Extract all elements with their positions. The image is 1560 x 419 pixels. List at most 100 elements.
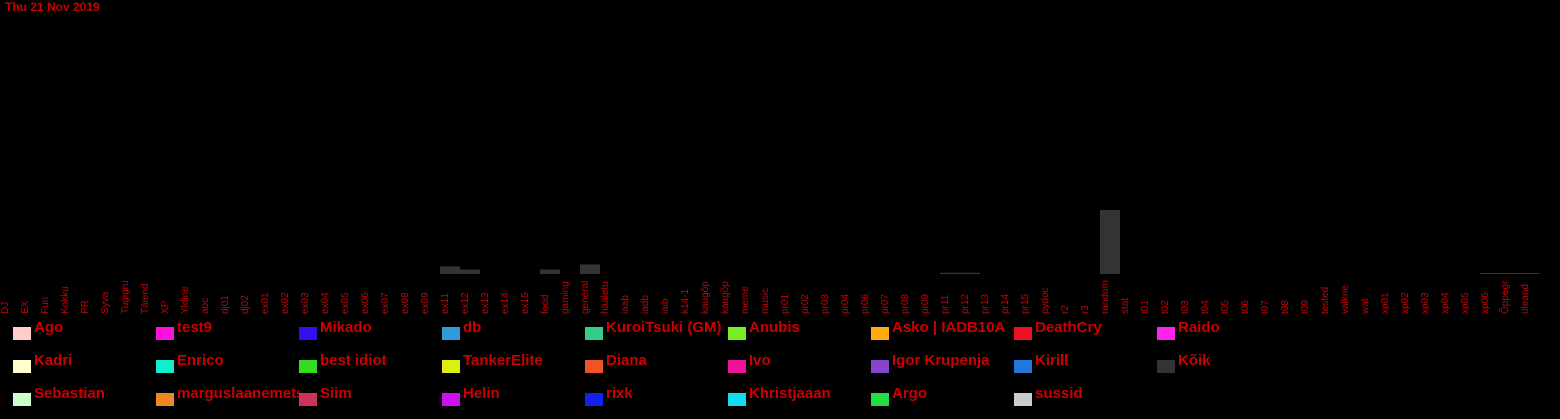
category-label: pydoc: [1040, 287, 1051, 314]
category-label: gaming: [560, 281, 571, 314]
legend-label: Kõik: [1178, 352, 1211, 369]
category-label: xp03: [1420, 292, 1431, 314]
legend-item: Kirill: [1014, 349, 1157, 373]
bar-76: [1520, 273, 1540, 274]
category-label: Syva: [100, 291, 111, 314]
bar-29: [580, 264, 600, 274]
legend-label: TankerElite: [463, 352, 543, 369]
legend-item: TankerElite: [442, 349, 585, 373]
category-label: food: [540, 295, 551, 314]
legend-label: Diana: [606, 352, 647, 369]
category-label: pr02: [800, 294, 811, 314]
legend-swatch: [442, 393, 460, 406]
category-label: valkne: [1340, 285, 1351, 314]
category-label: XP: [160, 300, 171, 314]
category-label: r2: [1060, 305, 1071, 314]
legend-swatch: [156, 393, 174, 406]
legend-label: marguslaanemets: [177, 385, 299, 402]
legend-swatch: [13, 360, 31, 373]
legend-label: Mikado: [320, 319, 372, 336]
category-label: ex07: [380, 292, 391, 314]
legend-label: Kadri: [34, 352, 73, 369]
legend-item: Enrico: [156, 349, 299, 373]
category-label: xp05: [1460, 292, 1471, 314]
legend-label: Siim: [320, 385, 352, 402]
legend-item: Mikado: [299, 316, 442, 340]
category-label: xp02: [1400, 292, 1411, 314]
legend-item: Khristjaaan: [728, 382, 871, 406]
category-label: aoc: [200, 298, 211, 314]
category-label: iadb: [640, 295, 651, 314]
category-label: xp06: [1480, 292, 1491, 314]
legend-item: Asko | IADB10A: [871, 316, 1014, 340]
category-label: wat: [1360, 298, 1371, 315]
category-label: iaib: [660, 298, 671, 314]
legend-label: Helin: [463, 385, 500, 402]
legend-swatch: [1014, 360, 1032, 373]
legend-swatch: [156, 327, 174, 340]
legend-item: Diana: [585, 349, 728, 373]
legend-swatch: [728, 360, 746, 373]
category-label: dj01: [220, 295, 231, 314]
category-label: pr08: [900, 294, 911, 314]
category-label: ex08: [400, 292, 411, 314]
category-label: kaugõp: [720, 281, 731, 314]
bar-23: [460, 269, 480, 274]
category-label: ex02: [280, 292, 291, 314]
category-label: pr07: [880, 294, 891, 314]
legend-item: best idiot: [299, 349, 442, 373]
legend-swatch: [728, 327, 746, 340]
category-label: music: [760, 288, 771, 314]
category-label: t08: [1280, 300, 1291, 314]
category-label: t02: [1160, 300, 1171, 314]
legend-item: Anubis: [728, 316, 871, 340]
category-label: Täiend: [140, 283, 151, 314]
category-label: random: [1100, 280, 1111, 314]
legend-swatch: [1014, 393, 1032, 406]
legend-swatch: [13, 327, 31, 340]
legend-swatch: [871, 327, 889, 340]
category-label: ex11: [440, 293, 451, 314]
legend-swatch: [871, 360, 889, 373]
legend-item: test9: [156, 316, 299, 340]
legend-item: sussid: [1014, 382, 1157, 406]
category-label: Kokku: [60, 286, 71, 314]
category-label: t09: [1300, 300, 1311, 314]
legend-swatch: [728, 393, 746, 406]
category-label: pr04: [840, 294, 851, 314]
legend-item: DeathCry: [1014, 316, 1157, 340]
category-label: r3: [1080, 305, 1091, 314]
legend-label: Enrico: [177, 352, 224, 369]
category-label: iaab: [620, 295, 631, 314]
bar-48: [960, 272, 980, 274]
category-label: t03: [1180, 300, 1191, 314]
category-label: tested: [1320, 287, 1331, 314]
legend-item: Igor Krupenja: [871, 349, 1014, 373]
category-label: hääletu: [600, 281, 611, 314]
legend-label: Igor Krupenja: [892, 352, 990, 369]
category-label: ex09: [420, 292, 431, 314]
category-label: t05: [1220, 300, 1231, 314]
legend-swatch: [299, 393, 317, 406]
category-label: DJ: [0, 302, 11, 314]
legend-label: db: [463, 319, 482, 336]
bar-47: [940, 272, 960, 274]
legend-item: marguslaanemets: [156, 382, 299, 406]
legend-item: Helin: [442, 382, 585, 406]
legend-swatch: [156, 360, 174, 373]
category-label: pr11: [940, 294, 951, 314]
legend-label: Sebastian: [34, 385, 105, 402]
legend-label: DeathCry: [1035, 319, 1102, 336]
category-label: ex12: [460, 292, 471, 314]
category-label: Õppegr: [1498, 280, 1511, 314]
legend-swatch: [585, 393, 603, 406]
bar-27: [540, 269, 560, 274]
legend-label: Raido: [1178, 319, 1220, 336]
category-labels-group: DJ EX Fun Kokku PR Syva Tugigru Täiend XP Yldine a…: [0, 280, 1531, 315]
category-label: general: [580, 281, 591, 314]
category-label: t07: [1260, 300, 1271, 314]
bar-74: [1480, 273, 1500, 274]
category-label: pr13: [980, 294, 991, 314]
legend-swatch: [1157, 360, 1175, 373]
bar-75: [1500, 273, 1520, 274]
